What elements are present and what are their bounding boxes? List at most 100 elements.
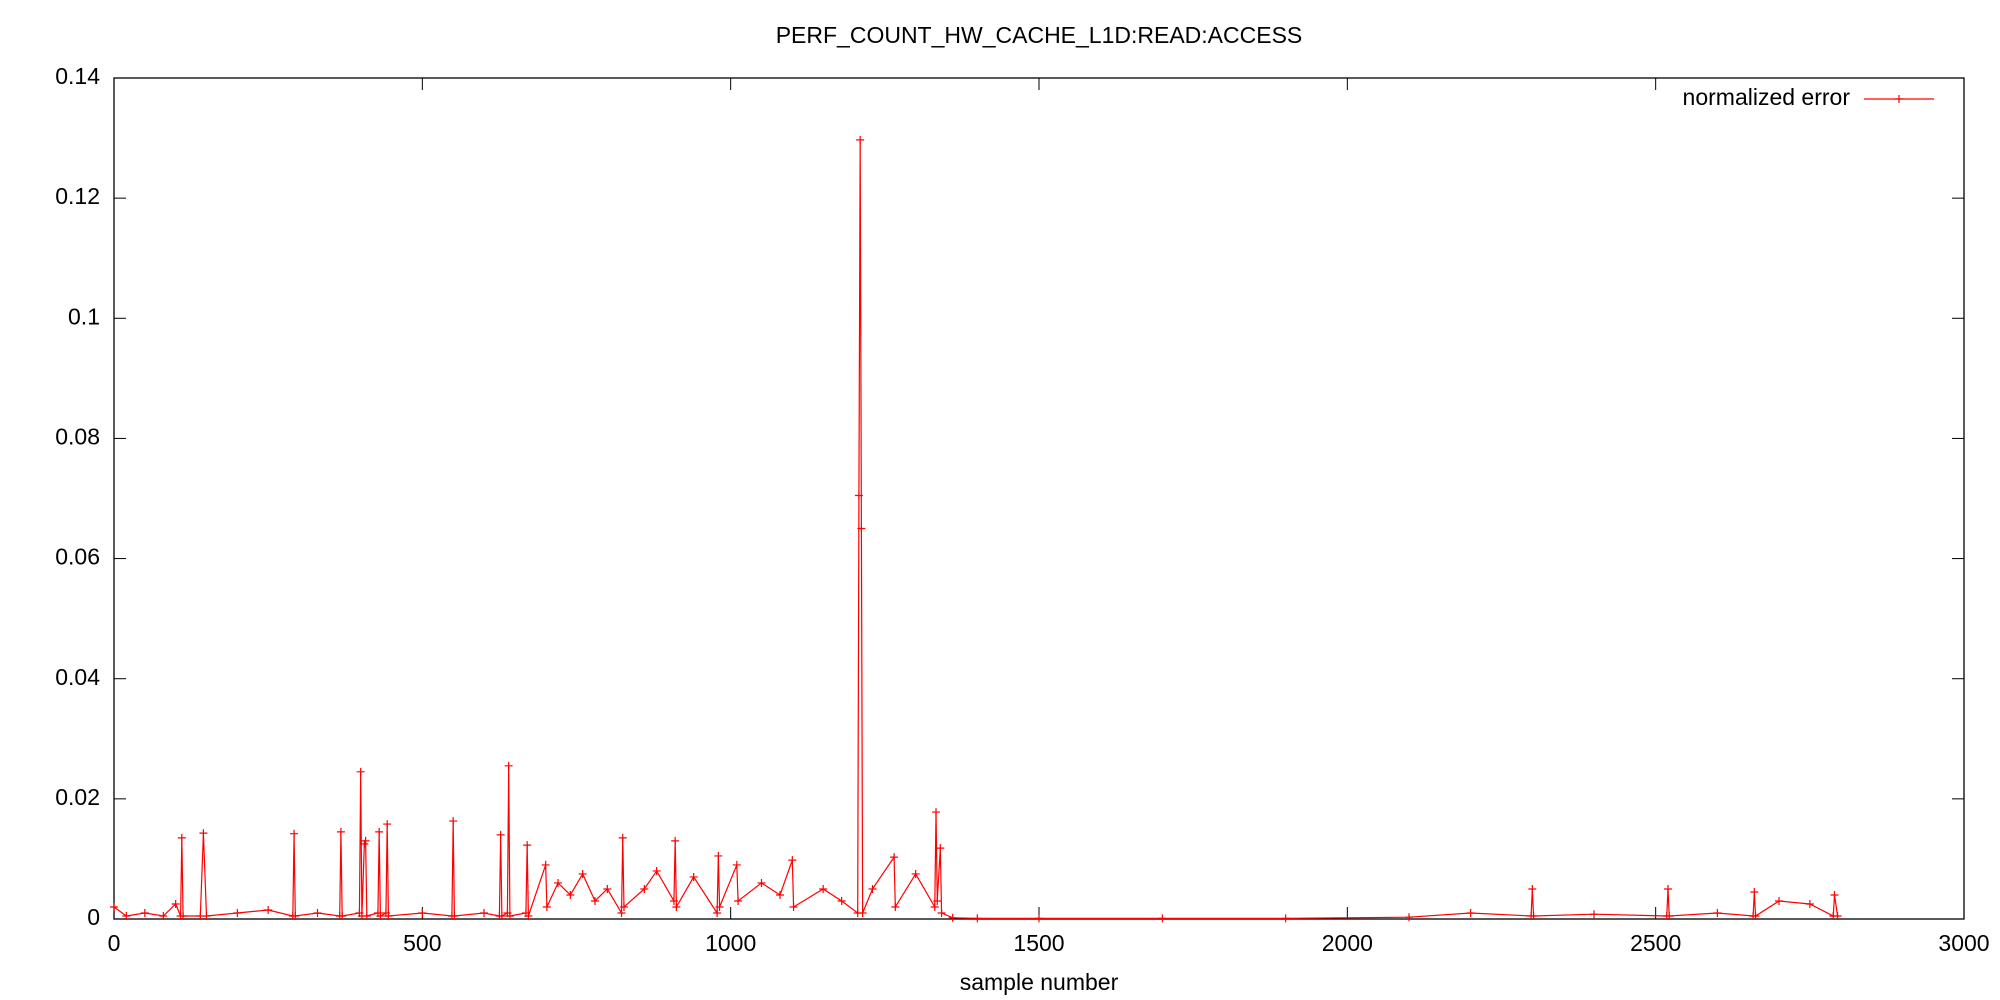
point bbox=[1466, 908, 1475, 917]
x-tick-label: 500 bbox=[403, 930, 441, 956]
point bbox=[1751, 911, 1760, 920]
point bbox=[932, 808, 941, 817]
point bbox=[788, 856, 797, 865]
point bbox=[524, 911, 533, 920]
point bbox=[554, 878, 562, 887]
point bbox=[541, 860, 550, 869]
point bbox=[669, 896, 678, 905]
point bbox=[1035, 914, 1043, 923]
point bbox=[714, 851, 723, 860]
y-tick-label: 0.08 bbox=[55, 424, 100, 450]
x-tick-label: 3000 bbox=[1938, 930, 1989, 956]
x-tick-label: 1000 bbox=[705, 930, 756, 956]
point bbox=[523, 841, 532, 850]
point bbox=[1833, 911, 1842, 920]
point bbox=[603, 884, 612, 893]
point bbox=[1775, 896, 1783, 905]
point bbox=[933, 896, 942, 905]
point bbox=[578, 869, 587, 878]
legend-label: normalized error bbox=[1683, 84, 1851, 110]
point bbox=[857, 524, 866, 533]
point bbox=[671, 836, 680, 845]
point bbox=[264, 905, 273, 914]
point bbox=[566, 890, 575, 899]
point bbox=[504, 761, 513, 770]
point bbox=[233, 908, 242, 917]
point bbox=[122, 911, 131, 920]
point bbox=[591, 896, 599, 905]
point bbox=[757, 878, 766, 887]
point bbox=[362, 911, 371, 920]
point bbox=[930, 902, 939, 911]
point bbox=[1528, 884, 1537, 893]
point bbox=[1590, 910, 1598, 919]
point bbox=[375, 827, 384, 836]
point bbox=[948, 913, 957, 922]
point bbox=[837, 896, 846, 905]
point bbox=[936, 844, 945, 853]
point bbox=[868, 884, 877, 893]
point bbox=[1665, 911, 1674, 920]
point bbox=[973, 914, 982, 923]
legend-marker bbox=[1895, 95, 1903, 103]
y-tick-label: 0.06 bbox=[55, 544, 100, 570]
point bbox=[856, 135, 865, 144]
point bbox=[383, 820, 392, 829]
point bbox=[858, 908, 867, 917]
point bbox=[171, 899, 180, 908]
y-tick-label: 0 bbox=[87, 904, 100, 930]
point bbox=[1281, 914, 1290, 923]
point bbox=[177, 833, 186, 842]
point bbox=[291, 911, 300, 920]
y-tick-label: 0.12 bbox=[55, 183, 100, 209]
point bbox=[618, 833, 627, 842]
point bbox=[819, 884, 828, 893]
point bbox=[1713, 908, 1722, 917]
point bbox=[384, 911, 393, 920]
point bbox=[1830, 890, 1839, 899]
point bbox=[505, 911, 514, 920]
point bbox=[715, 902, 724, 911]
y-tick-label: 0.1 bbox=[68, 303, 100, 329]
point bbox=[619, 902, 628, 911]
chart-title: PERF_COUNT_HW_CACHE_L1D:READ:ACCESS bbox=[776, 22, 1303, 48]
point bbox=[356, 767, 365, 776]
y-tick-label: 0.04 bbox=[55, 664, 100, 690]
point bbox=[652, 866, 661, 875]
point bbox=[450, 911, 459, 920]
point bbox=[937, 908, 946, 917]
point bbox=[854, 491, 863, 500]
point bbox=[376, 911, 385, 920]
y-tick-label: 0.02 bbox=[55, 784, 100, 810]
point bbox=[542, 902, 551, 911]
point bbox=[480, 908, 488, 917]
point bbox=[361, 836, 370, 845]
point bbox=[290, 829, 299, 838]
point bbox=[338, 911, 347, 920]
point bbox=[890, 853, 899, 862]
point bbox=[776, 890, 784, 899]
point bbox=[732, 860, 741, 869]
point bbox=[159, 911, 168, 920]
series-line bbox=[113, 139, 1839, 919]
point bbox=[179, 911, 188, 920]
point bbox=[689, 872, 698, 881]
point bbox=[140, 908, 149, 917]
point bbox=[911, 869, 920, 878]
x-tick-label: 1500 bbox=[1013, 930, 1064, 956]
point bbox=[313, 908, 322, 917]
point bbox=[497, 911, 506, 920]
point bbox=[891, 902, 900, 911]
point bbox=[199, 829, 208, 838]
y-tick-label: 0.14 bbox=[55, 63, 100, 89]
point bbox=[617, 908, 626, 917]
point bbox=[110, 902, 118, 911]
point bbox=[1664, 884, 1672, 893]
point bbox=[789, 902, 798, 911]
point bbox=[1805, 899, 1814, 908]
x-axis-label: sample number bbox=[960, 969, 1119, 995]
point bbox=[672, 902, 681, 911]
point bbox=[1750, 887, 1759, 896]
